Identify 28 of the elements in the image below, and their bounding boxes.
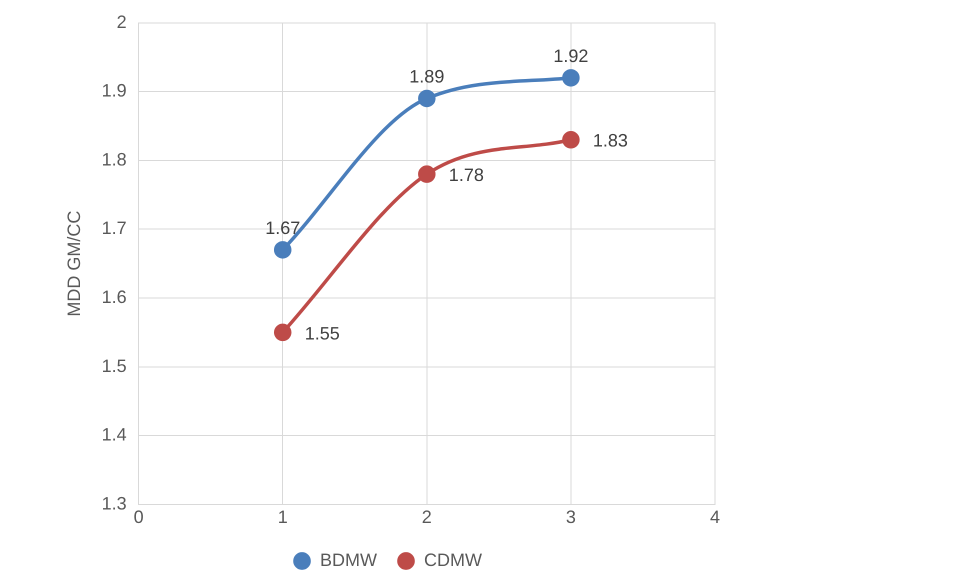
- x-tick-label: 1: [278, 507, 288, 528]
- data-label: 1.78: [448, 165, 484, 186]
- y-tick-label: 1.9: [102, 80, 127, 101]
- y-tick-label: 1.5: [102, 356, 127, 376]
- y-tick-label: 1.4: [102, 424, 127, 445]
- data-label: 1.92: [553, 46, 588, 66]
- point: [274, 324, 292, 342]
- point: [418, 165, 436, 183]
- x-tick-label: 4: [710, 507, 720, 528]
- data-label: 1.67: [265, 218, 300, 238]
- legend-label: CDMW: [424, 550, 482, 570]
- data-label: 1.55: [304, 323, 340, 344]
- y-tick-label: 1.7: [102, 218, 127, 238]
- point: [274, 241, 292, 259]
- y-axis-title: MDD GM/CC: [64, 210, 84, 317]
- x-tick-label: 3: [566, 507, 576, 528]
- point: [418, 90, 436, 108]
- y-tick-label: 1.3: [102, 493, 127, 514]
- y-tick-label: 1.8: [102, 149, 127, 170]
- point: [562, 131, 580, 149]
- x-tick-label: 2: [422, 507, 432, 528]
- data-label: 1.89: [409, 66, 444, 86]
- legend-label: BDMW: [320, 550, 378, 570]
- y-tick-label: 2: [116, 12, 127, 32]
- y-tick-label: 1.6: [102, 286, 127, 307]
- point: [562, 69, 580, 87]
- data-label: 1.83: [592, 130, 628, 151]
- x-tick-label: 0: [134, 507, 144, 528]
